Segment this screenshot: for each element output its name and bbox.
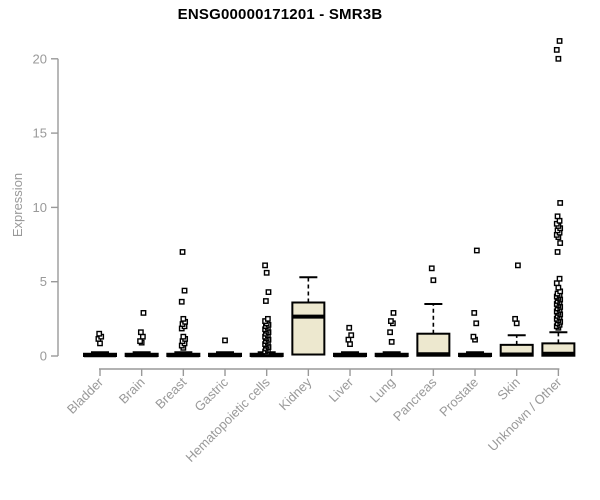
outlier-point	[555, 284, 562, 291]
outlier-point	[346, 324, 353, 331]
y-tick-label: 0	[40, 349, 47, 364]
outlier-point	[556, 275, 563, 282]
chart-title: ENSG00000171201 - SMR3B	[177, 6, 383, 23]
x-tick-label: Bladder	[64, 374, 107, 417]
outlier-point	[513, 320, 520, 327]
outlier-point	[265, 289, 272, 296]
outlier-point	[473, 320, 480, 327]
outlier-point	[262, 298, 269, 304]
outlier-point	[345, 336, 352, 343]
outlier-point	[557, 240, 564, 246]
x-tick-label: Liver	[326, 374, 357, 405]
outlier-point	[347, 341, 353, 348]
outlier-point	[515, 262, 521, 269]
outlier-point	[137, 329, 144, 336]
outlier-point	[96, 330, 103, 337]
outlier-point	[140, 310, 147, 316]
x-tick-label: Gastric	[191, 374, 231, 414]
outlier-point	[471, 310, 478, 316]
box-Kidney	[291, 301, 326, 356]
outlier-point	[556, 38, 563, 44]
outlier-point	[554, 249, 561, 255]
x-tick-label: Prostate	[436, 375, 481, 420]
outlier-point	[553, 46, 560, 53]
outlier-point	[348, 332, 355, 339]
y-tick-label: 5	[40, 274, 47, 289]
outlier-point	[388, 338, 395, 345]
x-tick-label: Brain	[116, 375, 148, 407]
outlier-point	[179, 249, 186, 255]
outlier-point	[553, 280, 560, 287]
outlier-point	[137, 338, 143, 345]
outlier-point	[178, 298, 185, 305]
outlier-point	[387, 329, 393, 336]
x-tick-label: Skin	[494, 375, 522, 403]
outlier-point	[180, 333, 187, 340]
y-tick-label: 20	[33, 51, 47, 66]
x-tick-label: Lung	[367, 375, 398, 406]
outlier-point	[262, 262, 268, 269]
outlier-point	[556, 217, 563, 224]
outlier-point	[180, 315, 187, 322]
x-tick-label: Pancreas	[390, 374, 440, 424]
x-tick-label: Breast	[152, 374, 189, 411]
outlier-point	[554, 213, 561, 220]
x-tick-label: Unknown / Other	[485, 374, 565, 454]
outlier-point	[557, 200, 564, 206]
outlier-point	[387, 318, 394, 324]
outlier-point	[264, 315, 271, 322]
outlier-point	[263, 269, 270, 276]
outlier-point	[222, 337, 228, 344]
y-tick-label: 10	[33, 200, 47, 215]
outlier-point	[473, 247, 480, 254]
outlier-point	[428, 265, 435, 272]
x-tick-label: Kidney	[276, 374, 315, 413]
outlier-point	[139, 333, 146, 340]
outlier-point	[512, 315, 519, 322]
outlier-point	[430, 277, 437, 284]
outlier-point	[97, 340, 103, 347]
outlier-point	[390, 310, 397, 316]
outlier-point	[470, 333, 477, 340]
outlier-point	[555, 55, 562, 62]
outlier-point	[181, 287, 188, 294]
y-tick-label: 15	[33, 126, 47, 141]
